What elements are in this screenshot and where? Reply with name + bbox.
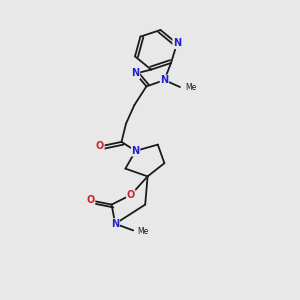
Text: Me: Me <box>138 226 149 236</box>
Text: N: N <box>131 146 140 156</box>
Text: N: N <box>173 38 181 49</box>
Text: O: O <box>86 195 95 206</box>
Text: Me: Me <box>185 83 197 92</box>
Text: O: O <box>127 190 135 200</box>
Text: N: N <box>111 219 119 229</box>
Text: N: N <box>131 68 140 79</box>
Text: N: N <box>160 75 169 85</box>
Text: O: O <box>96 141 104 152</box>
